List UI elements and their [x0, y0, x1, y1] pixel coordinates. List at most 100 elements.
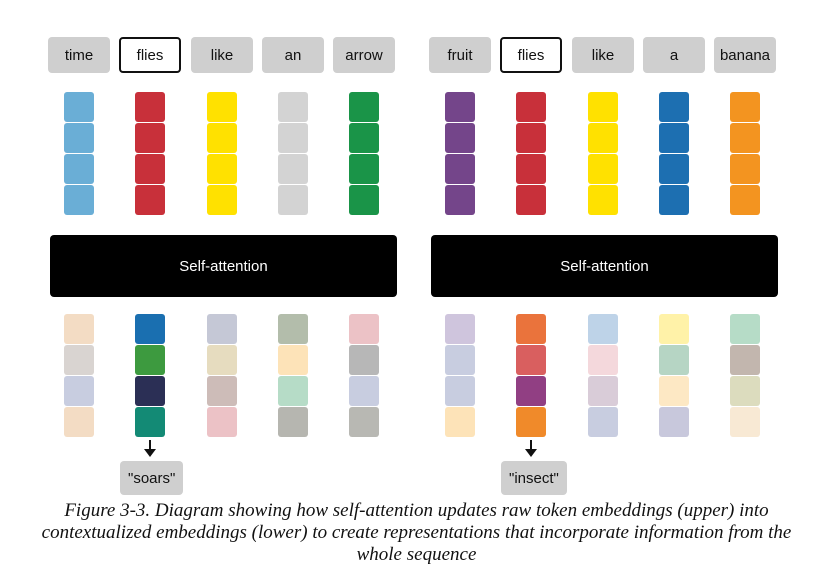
context-embedding-cell [730, 345, 760, 375]
raw-embedding-cell [207, 154, 237, 184]
context-embedding-cell [135, 345, 165, 375]
arrowhead-icon [144, 449, 156, 457]
raw-embedding-cell [516, 123, 546, 153]
raw-embedding-cell [445, 185, 475, 215]
raw-embedding-cell [730, 92, 760, 122]
token-0-4: arrow [333, 37, 395, 73]
self-attention-block-0: Self-attention [50, 235, 397, 297]
context-embedding-cell [659, 314, 689, 344]
context-embedding-cell [135, 376, 165, 406]
context-embedding-cell [207, 314, 237, 344]
context-embedding-cell [588, 314, 618, 344]
context-embedding-cell [730, 314, 760, 344]
context-embedding-cell [349, 376, 379, 406]
raw-embedding-cell [64, 185, 94, 215]
context-embedding-cell [445, 314, 475, 344]
raw-embedding-cell [516, 185, 546, 215]
down-arrow-icon [530, 440, 532, 450]
context-embedding-cell [135, 407, 165, 437]
token-1-3: a [643, 37, 705, 73]
context-embedding-cell [445, 376, 475, 406]
context-embedding-cell [659, 345, 689, 375]
context-embedding-cell [516, 345, 546, 375]
raw-embedding-cell [588, 185, 618, 215]
raw-embedding-cell [207, 185, 237, 215]
context-embedding-cell [516, 314, 546, 344]
context-embedding-cell [278, 407, 308, 437]
token-0-0: time [48, 37, 110, 73]
raw-embedding-cell [207, 123, 237, 153]
raw-embedding-cell [278, 123, 308, 153]
context-embedding-cell [588, 376, 618, 406]
raw-embedding-cell [349, 185, 379, 215]
context-embedding-cell [659, 407, 689, 437]
context-embedding-cell [278, 314, 308, 344]
raw-embedding-cell [659, 185, 689, 215]
raw-embedding-cell [730, 123, 760, 153]
context-embedding-cell [588, 407, 618, 437]
figure-caption: Figure 3-3. Diagram showing how self-att… [41, 500, 792, 565]
context-embedding-cell [278, 376, 308, 406]
context-embedding-cell [207, 376, 237, 406]
context-embedding-cell [730, 376, 760, 406]
context-embedding-cell [207, 345, 237, 375]
context-embedding-cell [349, 345, 379, 375]
token-1-0: fruit [429, 37, 491, 73]
raw-embedding-cell [278, 185, 308, 215]
context-embedding-cell [588, 345, 618, 375]
context-embedding-cell [349, 314, 379, 344]
token-0-3: an [262, 37, 324, 73]
token-0-1: flies [119, 37, 181, 73]
raw-embedding-cell [135, 185, 165, 215]
raw-embedding-cell [135, 154, 165, 184]
context-embedding-cell [516, 376, 546, 406]
context-embedding-cell [278, 345, 308, 375]
raw-embedding-cell [516, 92, 546, 122]
context-embedding-cell [349, 407, 379, 437]
context-embedding-cell [659, 376, 689, 406]
output-token-0: "soars" [120, 461, 184, 495]
raw-embedding-cell [278, 92, 308, 122]
raw-embedding-cell [445, 92, 475, 122]
context-embedding-cell [64, 376, 94, 406]
context-embedding-cell [64, 407, 94, 437]
output-token-1: "insect" [501, 461, 567, 495]
token-1-2: like [572, 37, 634, 73]
raw-embedding-cell [588, 123, 618, 153]
raw-embedding-cell [659, 154, 689, 184]
context-embedding-cell [135, 314, 165, 344]
down-arrow-icon [149, 440, 151, 450]
raw-embedding-cell [278, 154, 308, 184]
raw-embedding-cell [64, 123, 94, 153]
context-embedding-cell [445, 345, 475, 375]
raw-embedding-cell [730, 185, 760, 215]
raw-embedding-cell [659, 92, 689, 122]
raw-embedding-cell [64, 154, 94, 184]
raw-embedding-cell [445, 123, 475, 153]
raw-embedding-cell [135, 92, 165, 122]
token-0-2: like [191, 37, 253, 73]
context-embedding-cell [64, 345, 94, 375]
raw-embedding-cell [349, 123, 379, 153]
raw-embedding-cell [588, 154, 618, 184]
arrowhead-icon [525, 449, 537, 457]
context-embedding-cell [64, 314, 94, 344]
token-1-4: banana [714, 37, 776, 73]
raw-embedding-cell [135, 123, 165, 153]
raw-embedding-cell [659, 123, 689, 153]
context-embedding-cell [516, 407, 546, 437]
raw-embedding-cell [730, 154, 760, 184]
raw-embedding-cell [349, 92, 379, 122]
context-embedding-cell [207, 407, 237, 437]
raw-embedding-cell [588, 92, 618, 122]
self-attention-block-1: Self-attention [431, 235, 778, 297]
token-1-1: flies [500, 37, 562, 73]
context-embedding-cell [730, 407, 760, 437]
raw-embedding-cell [516, 154, 546, 184]
raw-embedding-cell [349, 154, 379, 184]
context-embedding-cell [445, 407, 475, 437]
raw-embedding-cell [64, 92, 94, 122]
raw-embedding-cell [207, 92, 237, 122]
raw-embedding-cell [445, 154, 475, 184]
